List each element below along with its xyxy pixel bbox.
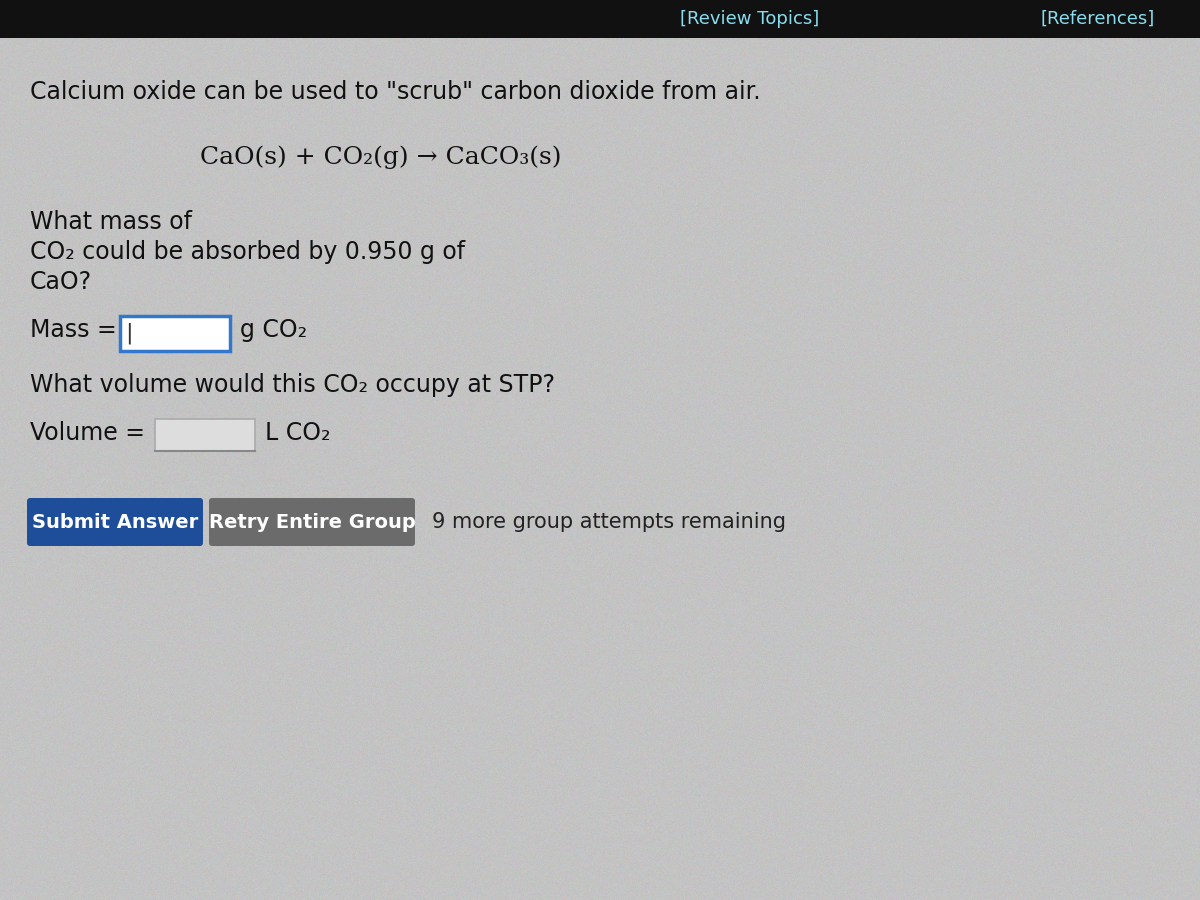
Text: CaO(s) + CO₂(g) → CaCO₃(s): CaO(s) + CO₂(g) → CaCO₃(s) bbox=[200, 145, 562, 168]
Text: CaO?: CaO? bbox=[30, 270, 92, 294]
FancyBboxPatch shape bbox=[209, 498, 415, 546]
Text: Calcium oxide can be used to "scrub" carbon dioxide from air.: Calcium oxide can be used to "scrub" car… bbox=[30, 80, 761, 104]
Text: CO₂ could be absorbed by 0.950 g of: CO₂ could be absorbed by 0.950 g of bbox=[30, 240, 466, 264]
Text: Retry Entire Group: Retry Entire Group bbox=[209, 512, 415, 532]
FancyBboxPatch shape bbox=[28, 498, 203, 546]
Text: Volume =: Volume = bbox=[30, 421, 152, 445]
Text: 9 more group attempts remaining: 9 more group attempts remaining bbox=[432, 512, 786, 532]
Bar bbox=[0, 0, 1200, 38]
Text: [References]: [References] bbox=[1040, 10, 1154, 28]
Text: Submit Answer: Submit Answer bbox=[32, 512, 198, 532]
Bar bbox=[155, 419, 256, 451]
Text: Mass =: Mass = bbox=[30, 318, 125, 342]
Text: |: | bbox=[125, 323, 133, 344]
Text: What mass of: What mass of bbox=[30, 210, 192, 234]
Bar bbox=[120, 316, 230, 351]
Text: g CO₂: g CO₂ bbox=[240, 318, 307, 342]
Text: [Review Topics]: [Review Topics] bbox=[680, 10, 820, 28]
Text: L CO₂: L CO₂ bbox=[265, 421, 330, 445]
Text: What volume would this CO₂ occupy at STP?: What volume would this CO₂ occupy at STP… bbox=[30, 373, 554, 397]
